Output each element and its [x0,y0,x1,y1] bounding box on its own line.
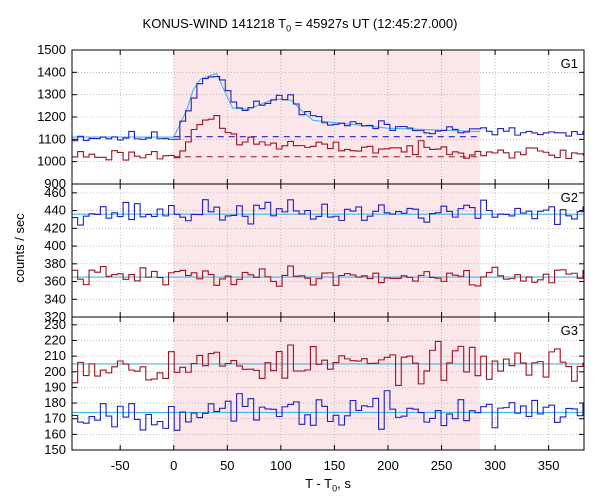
count-rate-series [72,390,584,431]
y-tick-label: 320 [44,309,66,324]
x-tick-label: 300 [484,458,506,473]
panel-label: G3 [561,323,578,338]
x-tick-label: 250 [431,458,453,473]
y-tick-label: 360 [44,274,66,289]
y-tick-label: 220 [44,332,66,347]
x-tick-label: 150 [324,458,346,473]
count-rate-series [72,265,584,287]
chart-title: KONUS-WIND 141218 T0 = 45927s UT (12:45:… [142,16,458,34]
y-tick-label: 170 [44,411,66,426]
panel-label: G2 [561,190,578,205]
panel-frame [71,316,585,451]
y-tick-label: 1100 [38,131,66,146]
y-tick-label: 380 [44,256,66,271]
y-tick-label: 230 [44,317,66,332]
burst-interval-band [173,50,481,450]
y-tick-label: 340 [44,291,66,306]
count-rate-series [72,76,584,142]
y-tick-label: 900 [44,176,66,191]
y-tick-label: 1300 [37,87,66,102]
y-tick-label: 1500 [37,42,66,57]
y-tick-label: 150 [44,442,66,457]
y-tick-label: 160 [44,426,66,441]
x-tick-label: 100 [270,458,292,473]
y-tick-label: 460 [44,185,66,200]
y-tick-label: 1000 [37,154,66,169]
y-tick-label: 1200 [37,109,66,124]
x-tick-label: 200 [377,458,399,473]
y-axis-label: counts / sec [12,213,27,283]
y-tick-label: 440 [44,203,66,218]
x-tick-label: 0 [170,458,177,473]
count-rate-series [72,114,584,161]
y-tick-label: 210 [44,348,66,363]
y-tick-label: 190 [44,379,66,394]
x-tick-label: 350 [538,458,560,473]
count-rate-series [72,199,584,226]
panel-label: G1 [561,56,578,71]
count-rate-series [72,340,584,386]
x-axis-label: T - T0, s [305,476,351,494]
y-tick-label: 180 [44,395,66,410]
y-tick-label: 420 [44,220,66,235]
y-tick-label: 200 [44,364,66,379]
y-tick-label: 1400 [37,64,66,79]
x-tick-label: -50 [111,458,130,473]
y-tick-label: 400 [44,238,66,253]
x-tick-label: 50 [220,458,234,473]
